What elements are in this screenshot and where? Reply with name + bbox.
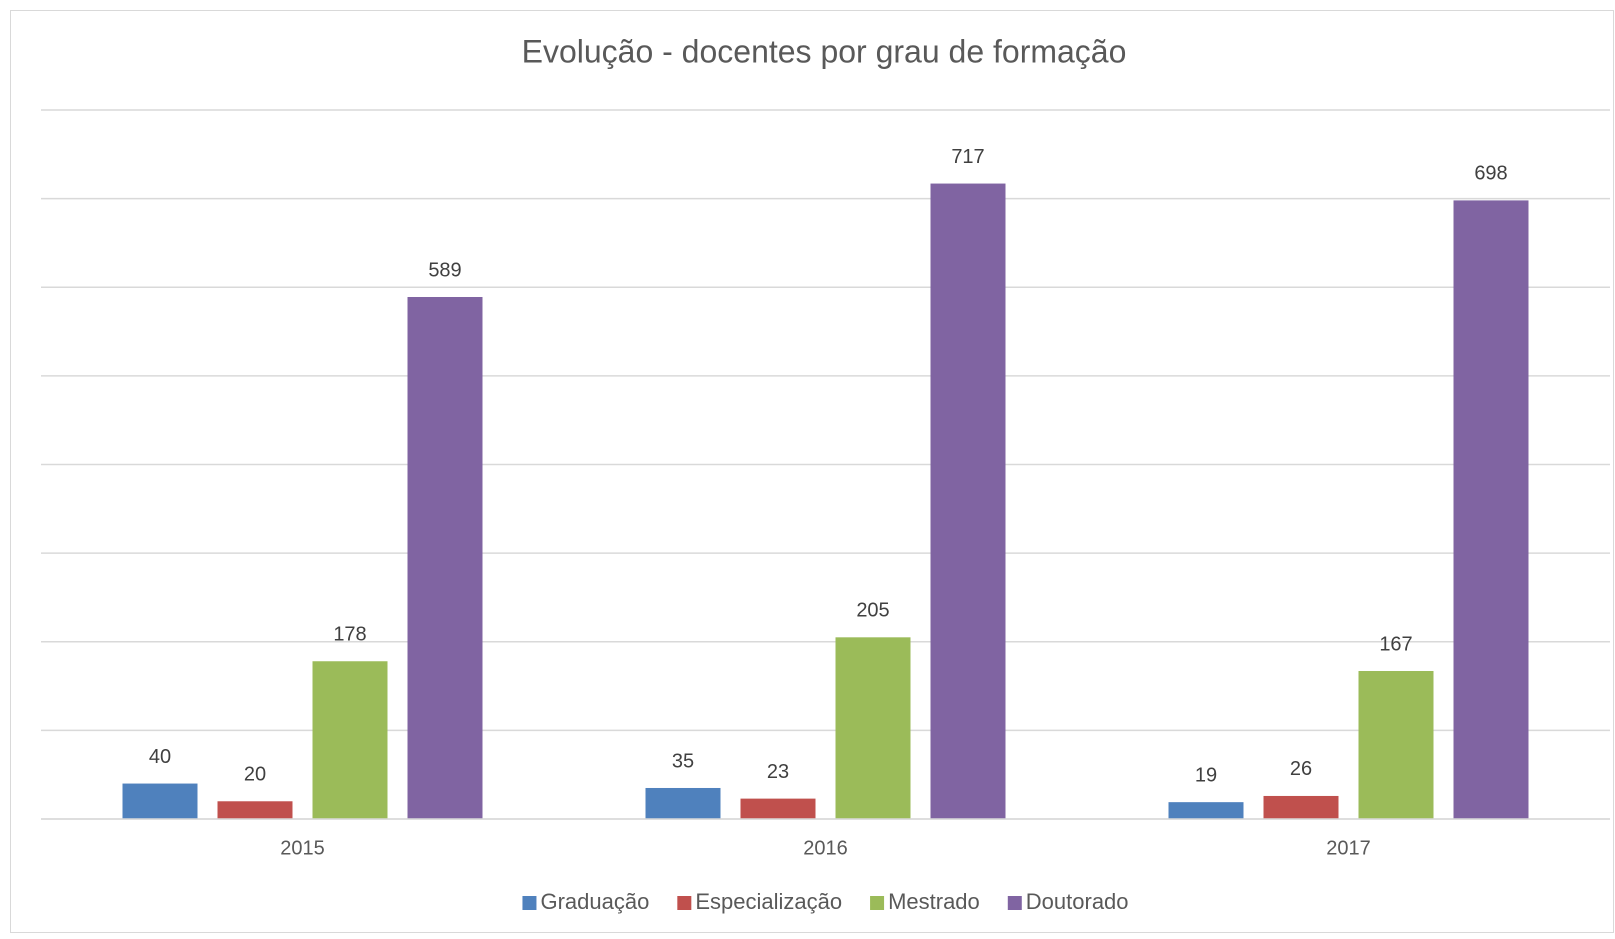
- bar: [930, 183, 1006, 820]
- legend-label: Mestrado: [888, 889, 980, 914]
- data-label: 205: [856, 600, 889, 622]
- bar: [1358, 670, 1434, 819]
- legend-swatch: [522, 896, 537, 910]
- chart-border: [10, 10, 1614, 933]
- data-label: 178: [333, 624, 366, 646]
- legend-label: Especialização: [695, 889, 842, 914]
- data-label: 40: [149, 746, 171, 768]
- bar: [312, 661, 388, 819]
- data-label: 717: [951, 146, 984, 168]
- bar: [407, 296, 483, 819]
- bar: [835, 637, 911, 819]
- bar: [1263, 795, 1339, 819]
- legend-label: Graduação: [540, 889, 649, 914]
- legend-swatch: [1007, 896, 1022, 910]
- bar: [1168, 802, 1244, 819]
- bar: [217, 801, 293, 819]
- data-label: 35: [672, 750, 694, 772]
- data-label: 167: [1379, 633, 1412, 655]
- data-label: 23: [767, 761, 789, 783]
- bar: [1453, 200, 1529, 819]
- legend-swatch: [870, 896, 885, 910]
- legend-label: Doutorado: [1026, 889, 1129, 914]
- data-label: 26: [1290, 758, 1312, 780]
- data-label: 589: [428, 259, 461, 281]
- data-label: 20: [244, 764, 266, 786]
- data-label: 19: [1195, 764, 1217, 786]
- x-tick-label: 2017: [1326, 837, 1371, 859]
- x-tick-label: 2016: [803, 837, 848, 859]
- chart-title: Evolução - docentes por grau de formação: [522, 33, 1127, 69]
- bar: [122, 783, 198, 819]
- legend-swatch: [677, 896, 692, 910]
- data-label: 698: [1474, 163, 1507, 185]
- x-tick-label: 2015: [280, 837, 325, 859]
- bar: [740, 798, 816, 819]
- bar: [645, 787, 721, 819]
